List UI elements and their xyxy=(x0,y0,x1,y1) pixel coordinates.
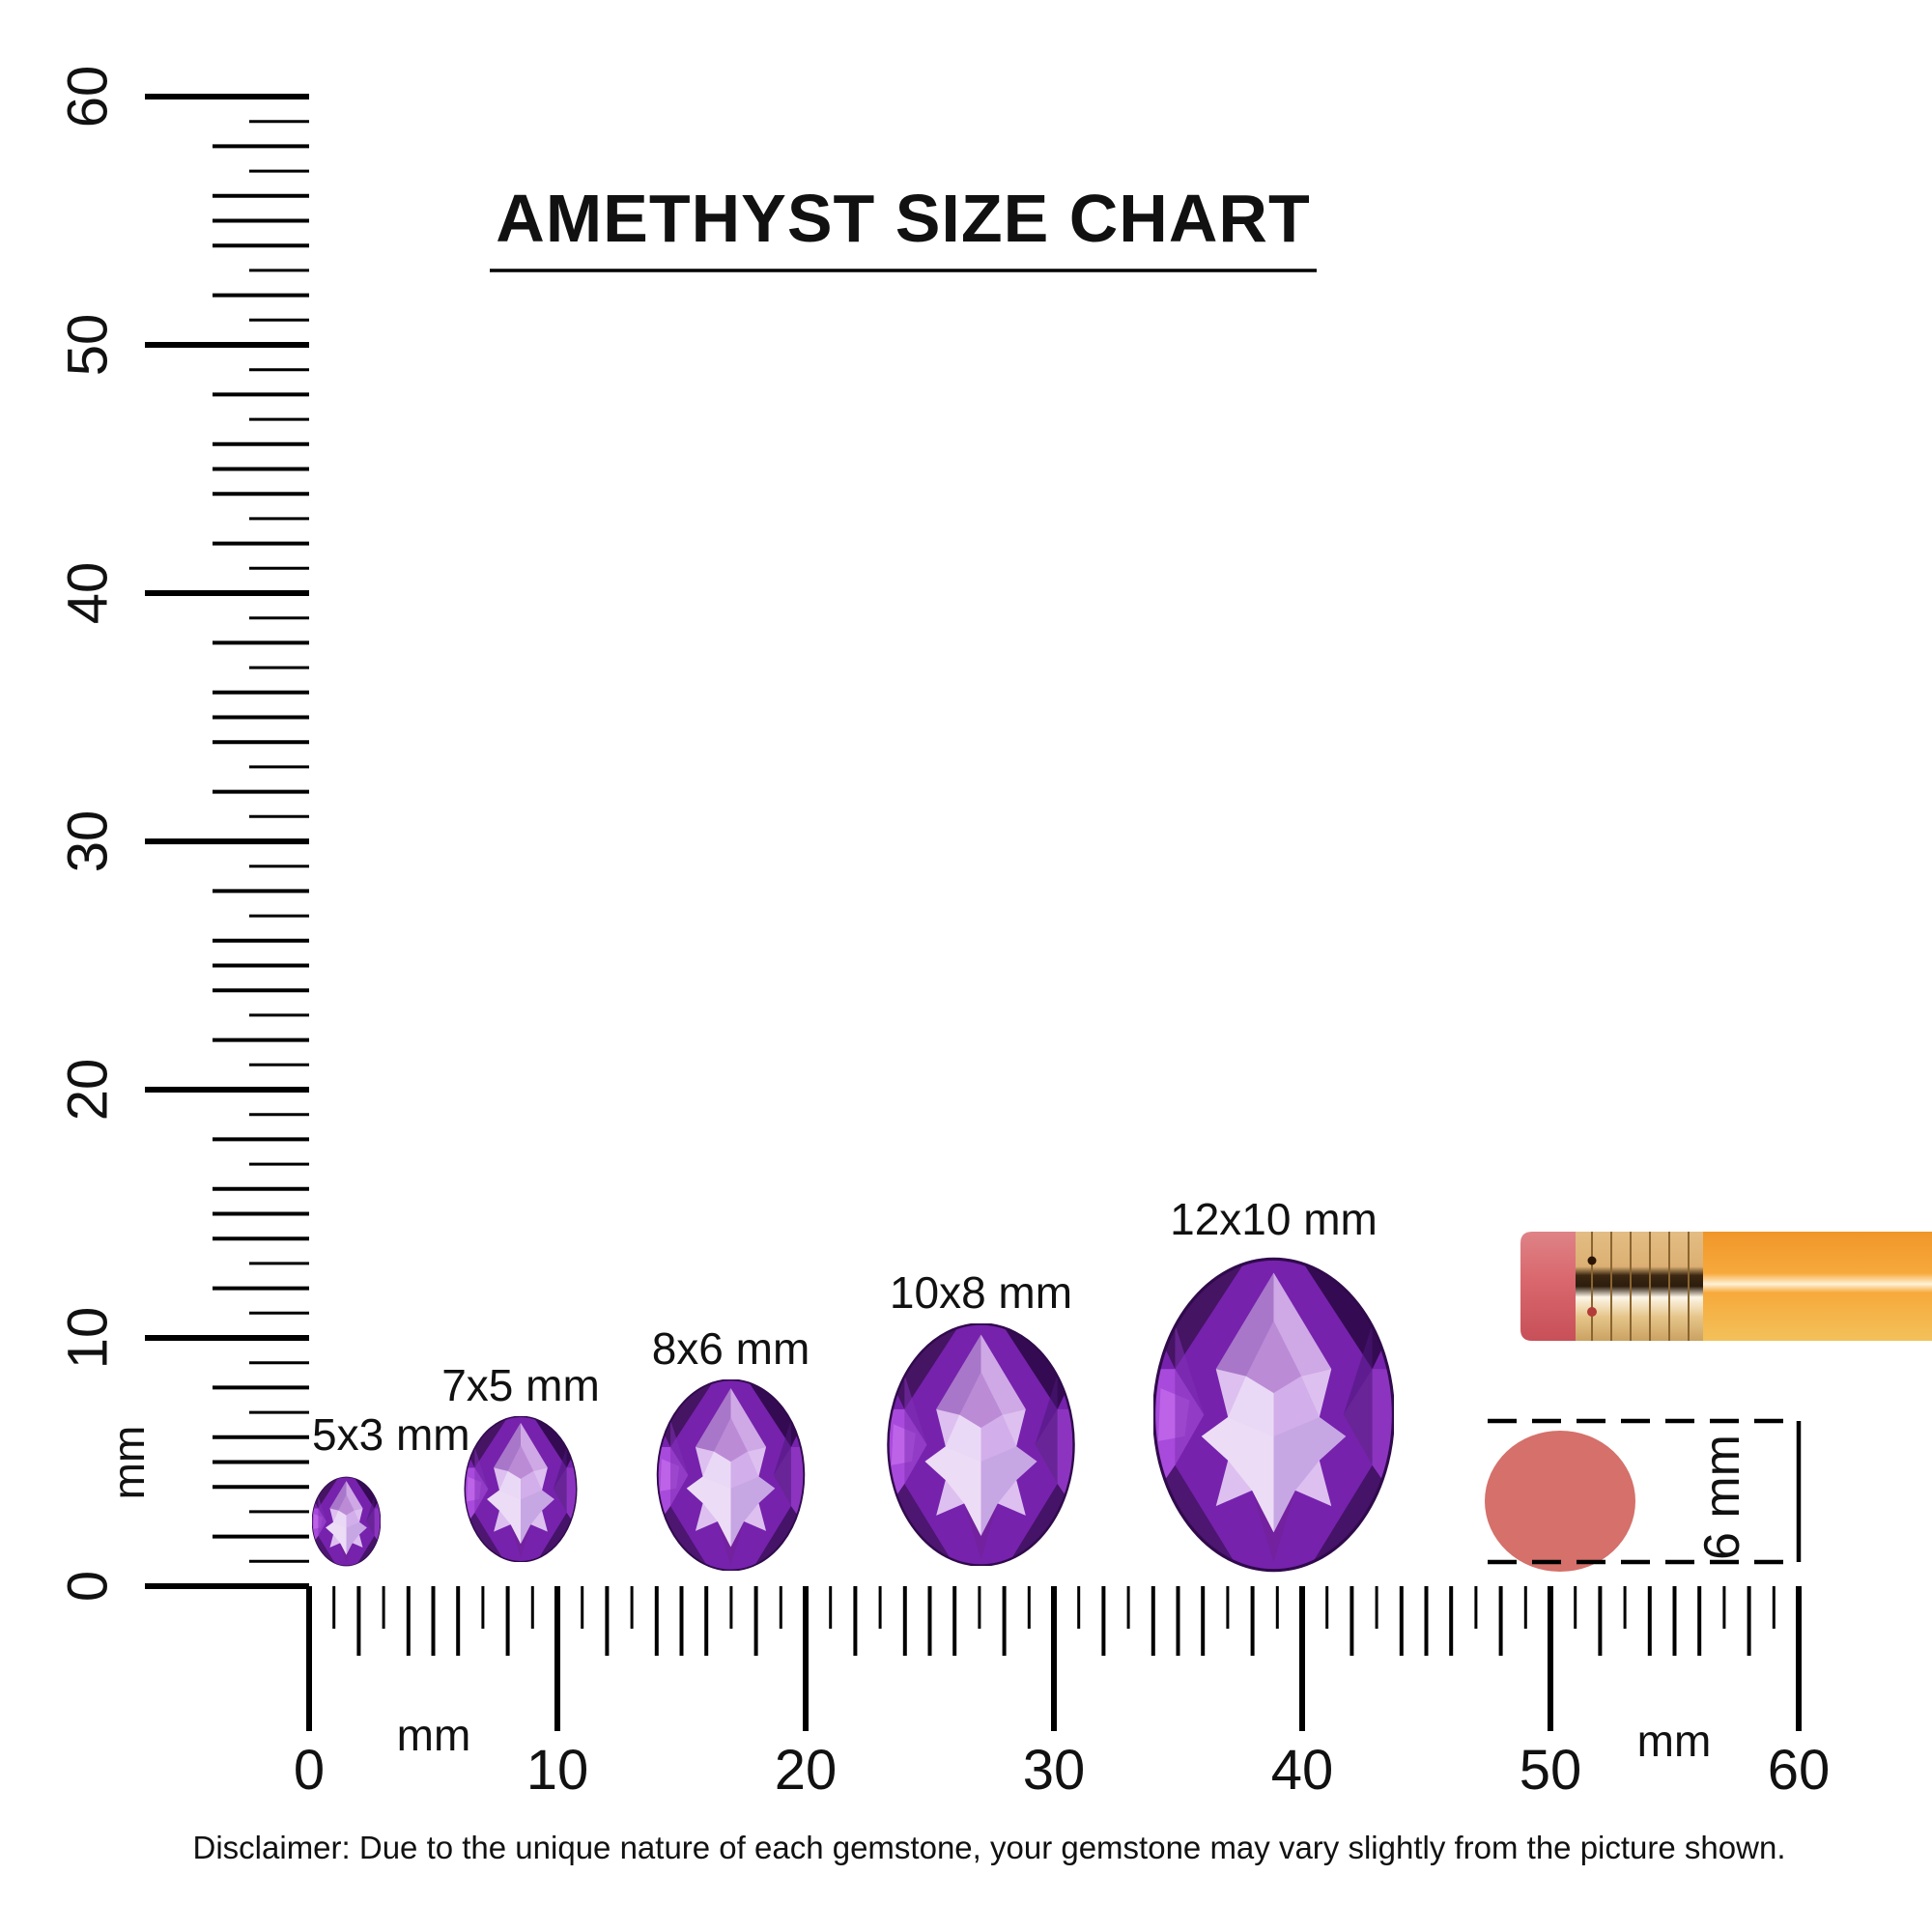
svg-text:10x8 mm: 10x8 mm xyxy=(890,1267,1072,1318)
svg-text:60: 60 xyxy=(1768,1739,1831,1802)
svg-text:30: 30 xyxy=(56,810,119,873)
svg-text:40: 40 xyxy=(56,562,119,625)
svg-text:Disclaimer: Due to the unique: Disclaimer: Due to the unique nature of … xyxy=(193,1830,1786,1865)
svg-text:50: 50 xyxy=(56,314,119,377)
svg-text:mm: mm xyxy=(397,1710,471,1760)
svg-text:12x10 mm: 12x10 mm xyxy=(1170,1194,1378,1244)
svg-text:20: 20 xyxy=(56,1059,119,1122)
svg-text:30: 30 xyxy=(1023,1739,1086,1802)
svg-text:0: 0 xyxy=(56,1571,119,1602)
svg-text:10: 10 xyxy=(56,1307,119,1370)
svg-text:20: 20 xyxy=(775,1739,838,1802)
svg-text:6 mm: 6 mm xyxy=(1694,1435,1750,1560)
svg-text:AMETHYST SIZE CHART: AMETHYST SIZE CHART xyxy=(496,181,1310,256)
svg-text:60: 60 xyxy=(56,66,119,128)
svg-text:50: 50 xyxy=(1520,1739,1582,1802)
svg-text:0: 0 xyxy=(294,1739,325,1802)
svg-text:40: 40 xyxy=(1271,1739,1334,1802)
svg-text:8x6 mm: 8x6 mm xyxy=(652,1323,810,1374)
svg-text:10: 10 xyxy=(526,1739,589,1802)
svg-text:mm: mm xyxy=(1637,1716,1712,1766)
svg-text:mm: mm xyxy=(103,1426,154,1500)
svg-text:7x5 mm: 7x5 mm xyxy=(441,1360,600,1410)
svg-text:5x3 mm: 5x3 mm xyxy=(312,1409,470,1460)
